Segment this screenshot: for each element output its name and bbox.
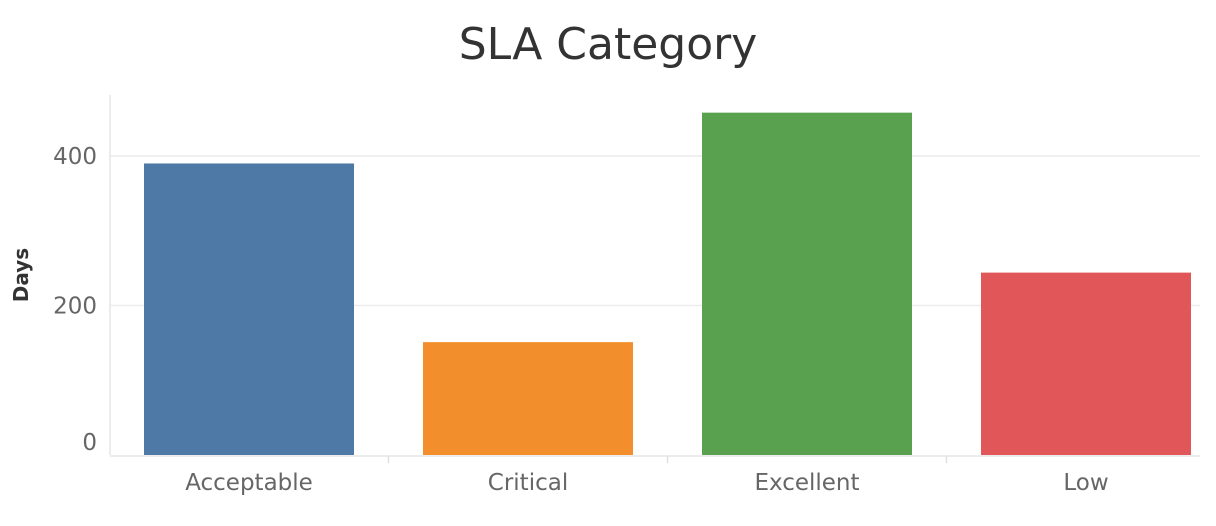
y-tick-label: 400: [53, 144, 97, 170]
y-axis-label: Days: [9, 248, 33, 302]
chart-title: SLA Category: [458, 19, 758, 70]
x-tick-label: Low: [1063, 470, 1108, 496]
bar-critical: [423, 342, 633, 455]
bar-excellent: [702, 112, 912, 456]
y-tick-label: 0: [82, 430, 97, 456]
y-tick-label: 200: [53, 294, 97, 320]
x-tick-label: Critical: [488, 470, 568, 496]
bar-acceptable: [144, 163, 354, 455]
x-tick-label: Acceptable: [185, 470, 313, 496]
x-tick-label: Excellent: [754, 470, 859, 496]
bars: [144, 112, 1191, 456]
bar-low: [981, 272, 1191, 455]
